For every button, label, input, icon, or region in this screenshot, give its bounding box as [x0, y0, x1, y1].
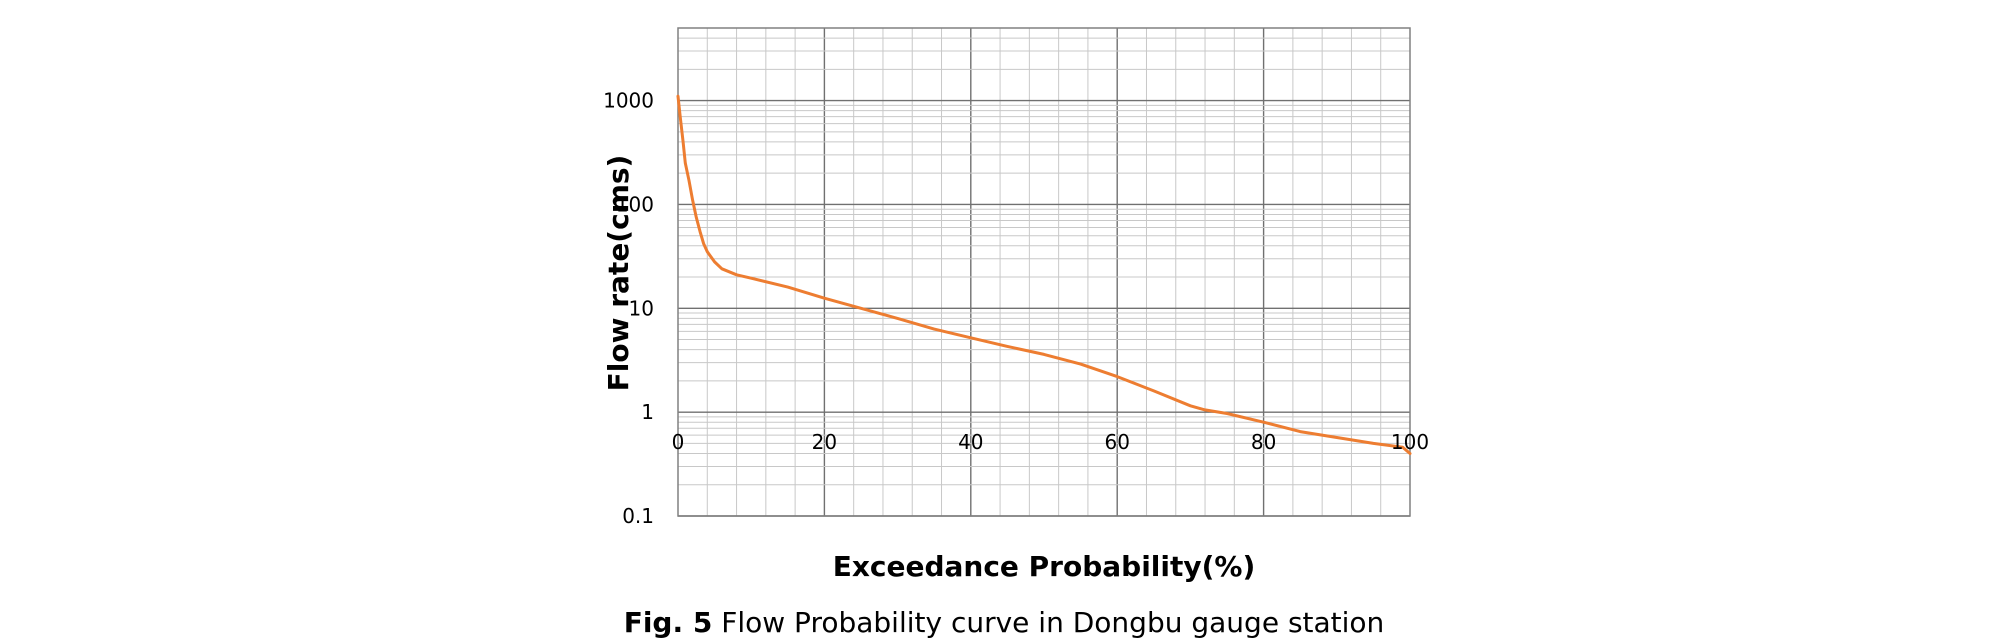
y-tick-label: 10 — [629, 296, 654, 320]
grid-lines — [678, 27, 1410, 517]
y-tick-label: 0.1 — [622, 504, 654, 528]
x-tick-labels: 0 20 40 60 80 100 — [672, 430, 1429, 454]
series-layer — [676, 94, 1412, 455]
x-tick-label: 80 — [1251, 430, 1276, 454]
figure-caption: Fig. 5 Flow Probability curve in Dongbu … — [0, 606, 2008, 639]
plot-background — [678, 28, 1410, 516]
flow-series-line — [676, 94, 1412, 455]
y-tick-labels: 0.1 1 10 100 1000 — [603, 89, 654, 528]
x-tick-label: 0 — [672, 430, 685, 454]
y-axis-title: Flow rate(cms) — [602, 155, 635, 392]
x-tick-label: 100 — [1391, 430, 1429, 454]
x-axis-title: Exceedance Probability(%) — [833, 550, 1256, 583]
plot-border — [677, 27, 1411, 517]
x-tick-label: 20 — [812, 430, 837, 454]
x-tick-label: 60 — [1104, 430, 1129, 454]
y-tick-label: 1000 — [603, 89, 654, 113]
y-tick-label: 1 — [641, 400, 654, 424]
figure-label: Fig. 5 — [623, 606, 713, 639]
y-tick-label: 100 — [616, 192, 654, 216]
figure-caption-text: Flow Probability curve in Dongbu gauge s… — [712, 606, 1385, 639]
x-tick-label: 40 — [958, 430, 983, 454]
